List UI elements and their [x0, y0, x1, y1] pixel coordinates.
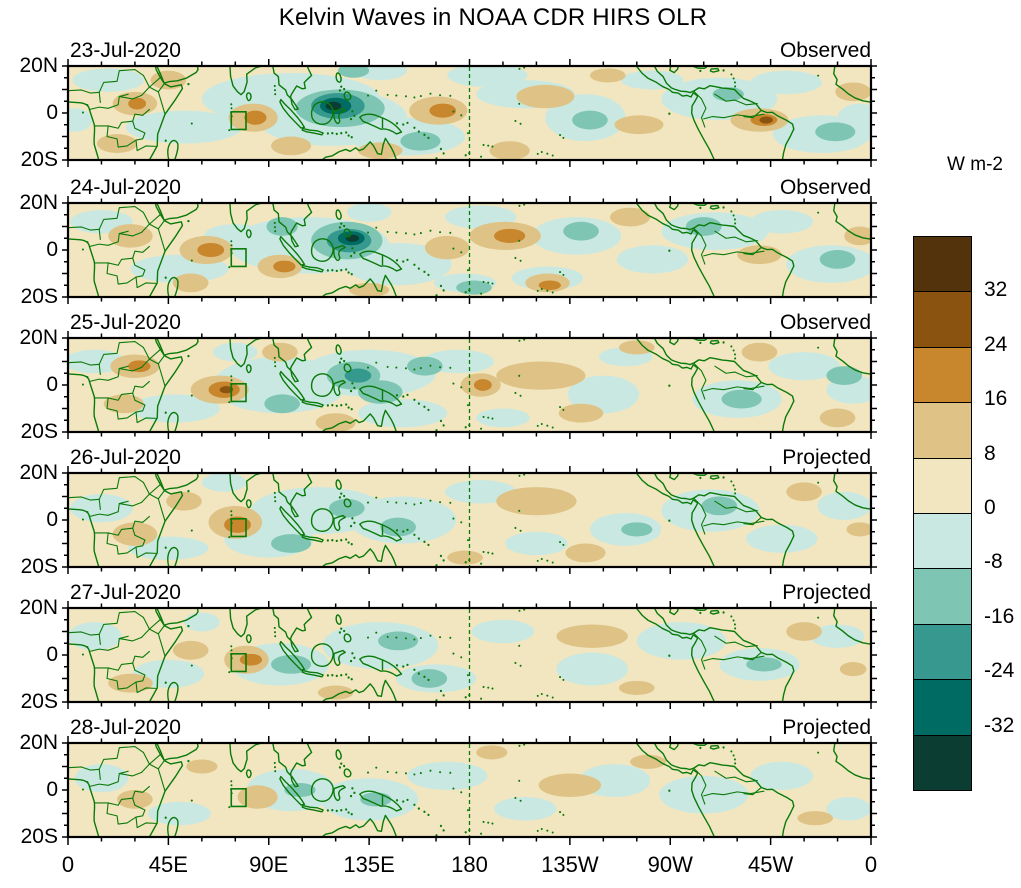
panel-type-label: Projected: [782, 446, 871, 469]
map-panel: [62, 59, 877, 167]
y-axis-tick-label: 20N: [19, 54, 58, 77]
colorbar-tick-label: -32: [984, 713, 1015, 737]
panel-label-row: 24-Jul-2020 Observed: [68, 176, 871, 200]
y-axis-tick-label: 20S: [20, 285, 58, 308]
figure-title: Kelvin Waves in NOAA CDR HIRS OLR: [278, 4, 708, 31]
y-axis-tick-label: 20S: [20, 825, 58, 848]
colorbar-cell: [914, 237, 971, 293]
colorbar-cell: [914, 513, 971, 570]
y-axis-tick-label: 0: [46, 508, 58, 531]
panel-date-label: 27-Jul-2020: [70, 581, 181, 604]
colorbar-tick-label: -24: [984, 659, 1015, 683]
y-axis-tick-label: 20S: [20, 690, 58, 713]
colorbar-cell: [914, 458, 971, 514]
colorbar-cell: [914, 569, 971, 625]
panel-label-row: 25-Jul-2020 Observed: [68, 311, 871, 335]
y-axis-tick-label: 20S: [20, 420, 58, 443]
x-axis-tick-label: 135E: [343, 852, 395, 877]
colorbar-tick-label: 24: [984, 332, 1008, 356]
y-axis-tick-label: 0: [46, 643, 58, 666]
y-axis-tick-label: 0: [46, 373, 58, 396]
map-panel: [62, 466, 877, 574]
y-axis-tick-label: 20N: [19, 326, 58, 349]
panel-label-row: 27-Jul-2020 Projected: [68, 581, 871, 605]
colorbar-tick-label: -8: [984, 550, 1003, 574]
y-axis-tick-label: 0: [46, 101, 58, 124]
panel-type-label: Observed: [779, 39, 871, 62]
panel-type-label: Projected: [782, 581, 871, 604]
panel-type-label: Projected: [782, 716, 871, 739]
panel-date-label: 28-Jul-2020: [70, 716, 181, 739]
y-axis-tick-label: 20S: [20, 148, 58, 171]
colorbar-tick-label: 16: [984, 387, 1008, 411]
panel-date-label: 24-Jul-2020: [70, 176, 181, 199]
y-axis-tick-label: 20N: [19, 191, 58, 214]
panel-date-label: 25-Jul-2020: [70, 311, 181, 334]
x-axis-tick-label: 90E: [249, 852, 289, 877]
x-axis-tick-label: 45E: [148, 852, 188, 877]
y-axis-tick-label: 20N: [19, 461, 58, 484]
panel-type-label: Observed: [779, 311, 871, 334]
x-axis-tick-label: 45W: [748, 852, 794, 877]
x-axis-tick-label: 0: [864, 852, 878, 877]
y-axis-tick-label: 20S: [20, 555, 58, 578]
panel-date-label: 23-Jul-2020: [70, 39, 181, 62]
map-panel: [62, 331, 877, 439]
colorbar-cell: [914, 403, 971, 459]
colorbar-cell: [914, 292, 971, 348]
colorbar-tick-label: 32: [984, 278, 1008, 302]
colorbar-tick-label: -16: [984, 604, 1015, 628]
colorbar-tick-label: 0: [984, 496, 996, 519]
colorbar-cell: [914, 347, 971, 404]
panel-label-row: 23-Jul-2020 Observed: [68, 39, 871, 63]
colorbar-cell: [914, 680, 971, 736]
y-axis-tick-label: 0: [46, 778, 58, 801]
y-axis-tick-label: 20N: [19, 731, 58, 754]
x-axis-tick-label: 90W: [647, 852, 693, 877]
map-panel: [62, 736, 877, 845]
x-axis-tick-label: 0: [61, 852, 75, 877]
colorbar-cell: [914, 624, 971, 681]
panel-label-row: 26-Jul-2020 Projected: [68, 446, 871, 470]
y-axis-tick-label: 20N: [19, 596, 58, 619]
colorbar-unit-label: W m-2: [947, 154, 1003, 175]
y-axis-tick-label: 0: [46, 238, 58, 261]
x-axis-tick-label: 180: [451, 852, 488, 877]
panel-date-label: 26-Jul-2020: [70, 446, 181, 469]
panel-type-label: Observed: [779, 176, 871, 199]
panel-label-row: 28-Jul-2020 Projected: [68, 716, 871, 740]
colorbar-tick-label: 8: [984, 441, 996, 465]
map-panel: [62, 196, 877, 304]
colorbar: [913, 236, 972, 791]
map-panel: [62, 601, 877, 709]
x-axis-tick-label: 135W: [541, 852, 599, 877]
colorbar-cell: [914, 735, 971, 790]
